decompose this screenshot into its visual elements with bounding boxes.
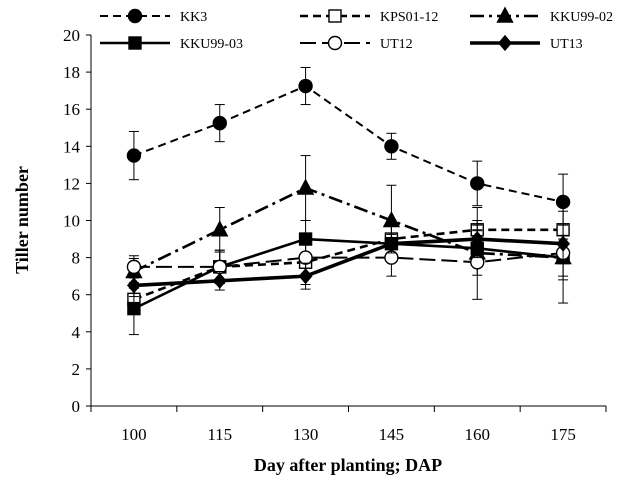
series-3	[127, 220, 570, 336]
data-point-2-2	[296, 178, 315, 195]
y-tick-label-3: 6	[72, 286, 81, 305]
legend-item-2: KKU99-02	[470, 6, 613, 25]
data-point-5-1	[212, 272, 227, 289]
y-tick-label-10: 20	[63, 26, 80, 45]
legend-marker-0	[127, 8, 143, 24]
legend-label-3: KKU99-03	[180, 37, 243, 52]
series-layer	[125, 66, 572, 336]
legend-marker-4	[327, 35, 343, 51]
data-point-2-1	[211, 220, 229, 237]
data-point-4-0	[126, 259, 142, 275]
data-point-3-0	[127, 301, 141, 316]
legend-marker-3	[128, 36, 142, 50]
y-tick-label-0: 0	[72, 397, 81, 416]
series-line-4	[133, 251, 564, 268]
legend-marker-5	[498, 34, 512, 52]
series-line-5	[133, 237, 564, 288]
x-tick-label-4: 160	[465, 425, 491, 444]
series-line-0	[133, 84, 564, 203]
series-line-2	[133, 186, 564, 273]
legend-item-0: KK3	[100, 8, 207, 25]
y-tick-label-7: 14	[63, 137, 81, 156]
legend-label-1: KPS01-12	[380, 10, 438, 25]
x-tick-label-2: 130	[293, 425, 319, 444]
x-axis-title: Day after planting; DAP	[254, 455, 442, 475]
data-point-4-2	[298, 250, 313, 265]
y-tick-label-5: 10	[63, 212, 80, 231]
data-point-5-3	[384, 235, 399, 252]
series-4	[126, 202, 571, 304]
y-tick-label-4: 8	[72, 249, 81, 268]
series-line-1	[133, 228, 564, 301]
y-tick-label-8: 16	[63, 100, 80, 119]
legend-label-4: UT12	[380, 37, 413, 52]
legend-marker-1	[328, 9, 342, 23]
legend-label-0: KK3	[180, 10, 207, 25]
series-5	[126, 220, 571, 298]
legend: KK3 KPS01-12 KKU99-02 KKU99-03 UT12 UT13	[100, 6, 613, 52]
axes	[90, 35, 606, 407]
data-point-0-2	[298, 78, 313, 94]
legend-item-5: UT13	[470, 34, 583, 52]
ticks: 0 2 4 6 8 10 12 14 16 18 20 100 115 130 145 160 175	[63, 26, 607, 444]
data-point-5-2	[298, 268, 313, 285]
data-point-5-5	[556, 235, 571, 252]
data-point-0-4	[470, 176, 485, 191]
legend-item-4: UT12	[300, 35, 413, 52]
series-2	[125, 155, 572, 285]
data-point-0-0	[126, 148, 142, 163]
legend-marker-2	[496, 6, 514, 23]
x-tick-label-1: 115	[207, 425, 232, 444]
data-point-5-4	[470, 230, 485, 248]
y-tick-label-1: 2	[72, 360, 81, 379]
series-0	[126, 66, 571, 231]
x-tick-label-0: 100	[121, 425, 147, 444]
data-point-0-3	[384, 139, 399, 154]
data-point-5-0	[126, 277, 141, 294]
x-tick-label-3: 145	[379, 425, 405, 444]
series-line-3	[133, 237, 564, 310]
legend-item-1: KPS01-12	[300, 9, 438, 25]
x-tick-label-5: 175	[550, 425, 576, 444]
data-point-0-1	[212, 115, 227, 131]
legend-label-5: UT13	[550, 37, 583, 52]
legend-label-2: KKU99-02	[550, 10, 613, 25]
y-tick-label-6: 12	[63, 174, 80, 193]
y-tick-label-2: 4	[72, 323, 81, 342]
y-tick-label-9: 18	[63, 63, 80, 82]
y-axis-title: Tiller number	[12, 166, 32, 274]
legend-item-3: KKU99-03	[100, 36, 243, 52]
